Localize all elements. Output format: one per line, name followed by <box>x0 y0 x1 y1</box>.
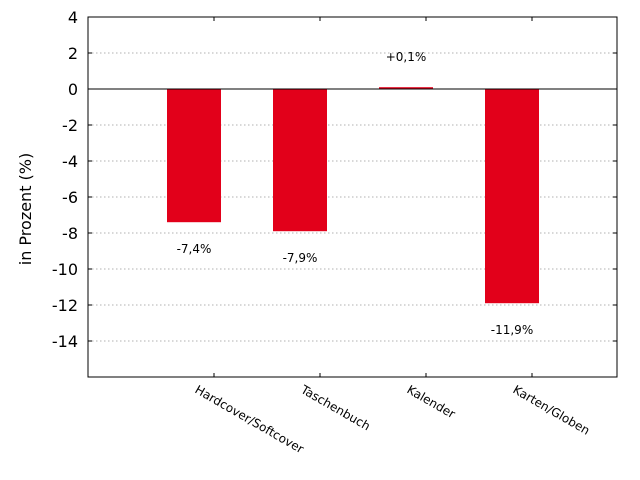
y-tick-label: 2 <box>68 44 78 63</box>
bar <box>379 87 433 90</box>
data-label: +0,1% <box>386 50 427 64</box>
x-tick-label: Hardcover/Softcover <box>193 382 307 456</box>
y-axis-title: in Prozent (%) <box>16 153 35 265</box>
y-tick-label: -2 <box>62 116 78 135</box>
data-labels: -7,4% -7,9% +0,1% -11,9% <box>177 50 534 337</box>
y-tick-label: 4 <box>68 8 78 27</box>
x-tick-label: Kalender <box>405 382 458 421</box>
y-tick-label: -6 <box>62 188 78 207</box>
bar <box>167 89 221 223</box>
y-tick-label: 0 <box>68 80 78 99</box>
x-tick-label: Taschenbuch <box>298 382 373 433</box>
y-axis-ticks: 4 2 0 -2 -4 -6 -8 -10 -12 -14 <box>52 8 617 351</box>
data-label: -7,4% <box>177 242 212 256</box>
y-tick-label: -8 <box>62 224 78 243</box>
data-label: -11,9% <box>491 323 533 337</box>
y-tick-label: -12 <box>52 296 78 315</box>
bar <box>485 89 539 304</box>
bar-series <box>167 87 539 304</box>
x-tick-label: Karten/Globen <box>511 382 593 437</box>
y-tick-label: -14 <box>52 332 78 351</box>
bar <box>273 89 327 232</box>
y-tick-label: -10 <box>52 260 78 279</box>
y-tick-label: -4 <box>62 152 78 171</box>
data-label: -7,9% <box>283 251 318 265</box>
